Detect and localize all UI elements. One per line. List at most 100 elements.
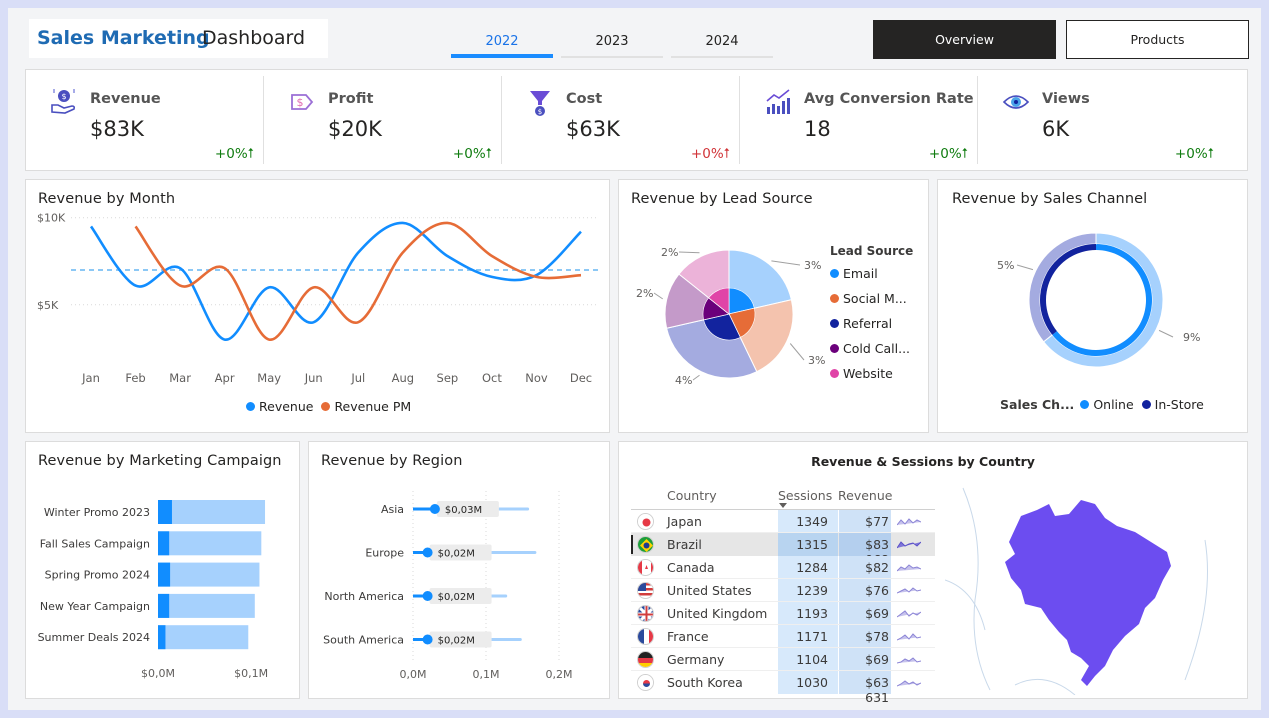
divider <box>739 76 740 164</box>
col-header-revenue[interactable]: Revenue <box>838 488 893 503</box>
legend-label: Website <box>843 366 893 381</box>
kpi-label: Revenue <box>90 91 161 107</box>
divider <box>977 76 978 164</box>
germany-flag-icon <box>637 651 654 668</box>
category-label: Europe <box>365 547 404 560</box>
line-legend: Revenue Revenue PM <box>246 399 411 414</box>
sales-channel-legend: Sales Ch... Online In-Store <box>1000 397 1204 412</box>
tab-year-label: 2022 <box>485 34 519 49</box>
sales-channel-donut-chart[interactable]: 9% 5% <box>937 179 1248 394</box>
legend-item-social-media[interactable]: Social M... <box>830 291 907 306</box>
slice-label: 9% <box>1183 331 1200 344</box>
svg-text:$: $ <box>61 92 66 101</box>
divider <box>263 76 264 164</box>
kpi-label: Avg Conversion Rate <box>804 91 974 107</box>
brazil-shape[interactable] <box>1005 500 1171 686</box>
tab-year-2024[interactable]: 2024 <box>671 34 773 58</box>
tab-year-2022[interactable]: 2022 <box>451 34 553 58</box>
kpi-label: Profit <box>328 91 374 107</box>
row-divider <box>631 532 935 533</box>
legend-item-cold-call[interactable]: Cold Call... <box>830 341 910 356</box>
leader-line <box>678 251 700 254</box>
legend-dot <box>830 319 839 328</box>
label-bg <box>436 501 499 517</box>
map-border-line <box>1184 539 1208 681</box>
chart-title: Revenue by Region <box>321 453 463 469</box>
campaign-bar-chart[interactable]: Winter Promo 2023 Fall Sales Campaign Spri… <box>25 441 300 699</box>
products-button[interactable]: Products <box>1066 20 1249 59</box>
kpi-label: Cost <box>566 91 603 107</box>
data-label: $0,02M <box>438 592 475 603</box>
bar-inner <box>158 562 171 587</box>
svg-text:$: $ <box>538 108 542 116</box>
slice-label: 2% <box>661 246 678 259</box>
table-row[interactable]: France 1171 $78 270 <box>631 625 935 659</box>
kpi-change: +0%⭡ <box>452 146 492 162</box>
leader-line <box>692 374 700 381</box>
table-row[interactable]: United States 1239 $76 975 <box>631 579 935 613</box>
table-row-selected[interactable]: Brazil 1315 $83 068 <box>631 533 935 567</box>
row-divider <box>631 624 935 625</box>
uk-flag-icon <box>637 605 654 622</box>
x-tick-label: Aug <box>392 371 414 385</box>
kpi-avg-conversion-rate: Avg Conversion Rate 18 +0%⭡ <box>740 70 978 170</box>
leader-line <box>1158 329 1174 338</box>
row-divider <box>631 670 935 671</box>
table-row[interactable]: South Korea 1030 $63 631 <box>631 671 935 705</box>
dashboard-title: Sales Marketing Dashboard <box>29 19 328 58</box>
sparkline <box>897 587 921 594</box>
table-row[interactable]: Germany 1104 $69 513 <box>631 648 935 682</box>
eye-icon <box>1002 95 1030 109</box>
x-tick-label: Mar <box>169 371 191 385</box>
x-tick-label: Nov <box>525 371 548 385</box>
slice-label: 2% <box>636 287 653 300</box>
bar <box>158 500 266 524</box>
table-row[interactable]: United Kingdom 1193 $69 221 <box>631 602 935 636</box>
x-tick-label: 0,1M <box>473 668 500 681</box>
series-line-revenue-pm <box>134 221 582 341</box>
revenue-cell: $69 513 <box>839 648 891 682</box>
data-point <box>422 634 433 645</box>
legend-item-referral[interactable]: Referral <box>830 316 892 331</box>
sparkline <box>897 657 921 664</box>
category-label: New Year Campaign <box>40 600 150 613</box>
leader-line <box>1016 264 1034 271</box>
slice-label: 4% <box>675 374 692 387</box>
lead-source-pie-chart[interactable]: 3% 3% 4% 2% 2% <box>618 179 838 433</box>
legend-dot <box>830 294 839 303</box>
table-row[interactable]: Canada 1284 $82 744 <box>631 556 935 590</box>
country-map[interactable] <box>945 480 1240 695</box>
pie-slice-inner <box>728 287 755 315</box>
country-name: Germany <box>667 652 725 667</box>
sparkline <box>897 680 921 687</box>
revenue-by-month-chart[interactable]: $10K $5K Jan Feb Mar Apr May Jun Jul Aug Sep Oct Nov… <box>25 179 610 433</box>
tab-year-2023[interactable]: 2023 <box>561 34 663 58</box>
legend-dot <box>830 369 839 378</box>
legend-dot-revenue-pm <box>321 402 331 411</box>
kpi-value: $20K <box>328 117 382 141</box>
canada-flag-icon <box>637 559 654 576</box>
y-tick-label: $5K <box>37 299 59 312</box>
col-header-sessions[interactable]: Sessions <box>778 488 833 503</box>
region-chart[interactable]: 0,0M 0,1M 0,2M Asia $0,03M Europe $0,02M North … <box>308 441 610 699</box>
col-header-country[interactable]: Country <box>667 488 717 503</box>
label-bg <box>429 588 492 604</box>
row-divider <box>631 647 935 648</box>
data-point <box>422 547 433 558</box>
pie-slice-inner <box>728 307 756 338</box>
kpi-value: 18 <box>804 117 831 141</box>
slice-label: 5% <box>997 259 1014 272</box>
kpi-change: +0%⭡ <box>214 146 254 162</box>
x-tick-label: $0,0M <box>141 667 175 680</box>
slice-label: 3% <box>808 354 825 367</box>
chart-title: Revenue by Month <box>38 191 176 207</box>
revenue-cell: $82 744 <box>839 556 891 590</box>
legend-item-website[interactable]: Website <box>830 366 893 381</box>
legend-item-email[interactable]: Email <box>830 266 878 281</box>
label-bg <box>429 544 492 561</box>
x-tick-label: Dec <box>570 371 592 385</box>
legend-dot-in-store <box>1141 400 1151 409</box>
overview-button[interactable]: Overview <box>873 20 1056 59</box>
table-row[interactable]: Japan 1349 $77 534 <box>631 510 935 544</box>
sparkline <box>897 518 921 526</box>
